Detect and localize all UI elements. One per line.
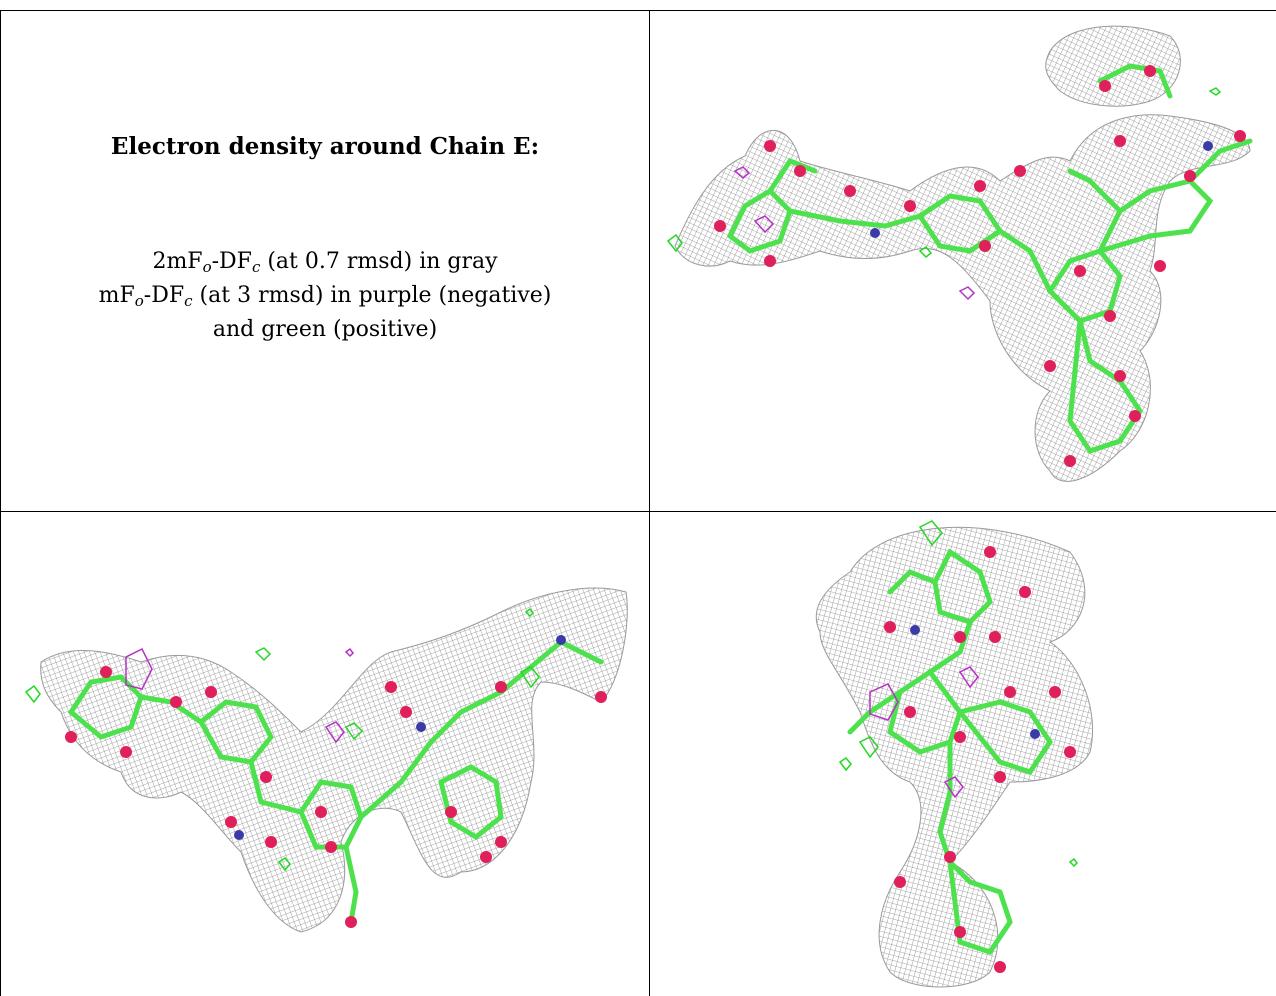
oxygen-atoms xyxy=(714,65,1246,467)
caption-description: 2mFo-DFc (at 0.7 rmsd) in gray mFo-DFc (… xyxy=(1,245,649,347)
negative-difference-density xyxy=(733,166,976,301)
figure-table: Electron density around Chain E: 2mFo-DF… xyxy=(0,10,1276,996)
negative-difference-density xyxy=(125,647,354,744)
nitrogen-atoms xyxy=(234,635,566,840)
nitrogen-atoms xyxy=(870,141,1213,238)
density-render-bottom-left xyxy=(24,587,628,933)
caption-line-2: mFo-DFc (at 3 rmsd) in purple (negative) xyxy=(98,283,552,310)
caption-line-1: 2mFo-DFc (at 0.7 rmsd) in gray xyxy=(152,249,498,276)
density-view-bottom-left xyxy=(1,512,649,996)
positive-difference-density xyxy=(666,87,1222,259)
oxygen-atoms xyxy=(884,546,1076,973)
negative-difference-density xyxy=(869,666,979,799)
table-divider-horizontal xyxy=(0,511,1276,512)
bond-skeleton xyxy=(67,639,604,925)
density-view-bottom-right xyxy=(650,512,1276,996)
caption-title: Electron density around Chain E: xyxy=(110,133,540,160)
oxygen-atoms xyxy=(65,666,607,928)
table-border-top xyxy=(0,10,1276,11)
positive-difference-density xyxy=(838,520,1078,868)
density-view-top-right xyxy=(650,11,1276,511)
gray-density-mesh xyxy=(40,587,628,933)
caption-line-3: and green (positive) xyxy=(212,317,438,342)
bond-skeleton xyxy=(847,548,1054,955)
density-render-top-right xyxy=(666,25,1253,482)
table-border-left xyxy=(0,10,1,996)
gray-density-mesh xyxy=(815,526,1094,988)
density-render-bottom-right xyxy=(815,520,1094,988)
gray-density-mesh xyxy=(674,25,1251,482)
table-divider-vertical xyxy=(649,10,650,996)
positive-difference-density xyxy=(24,607,540,872)
nitrogen-atoms xyxy=(910,625,1040,739)
caption-cell: Electron density around Chain E: 2mFo-DF… xyxy=(1,11,649,511)
bond-skeleton xyxy=(726,63,1253,454)
